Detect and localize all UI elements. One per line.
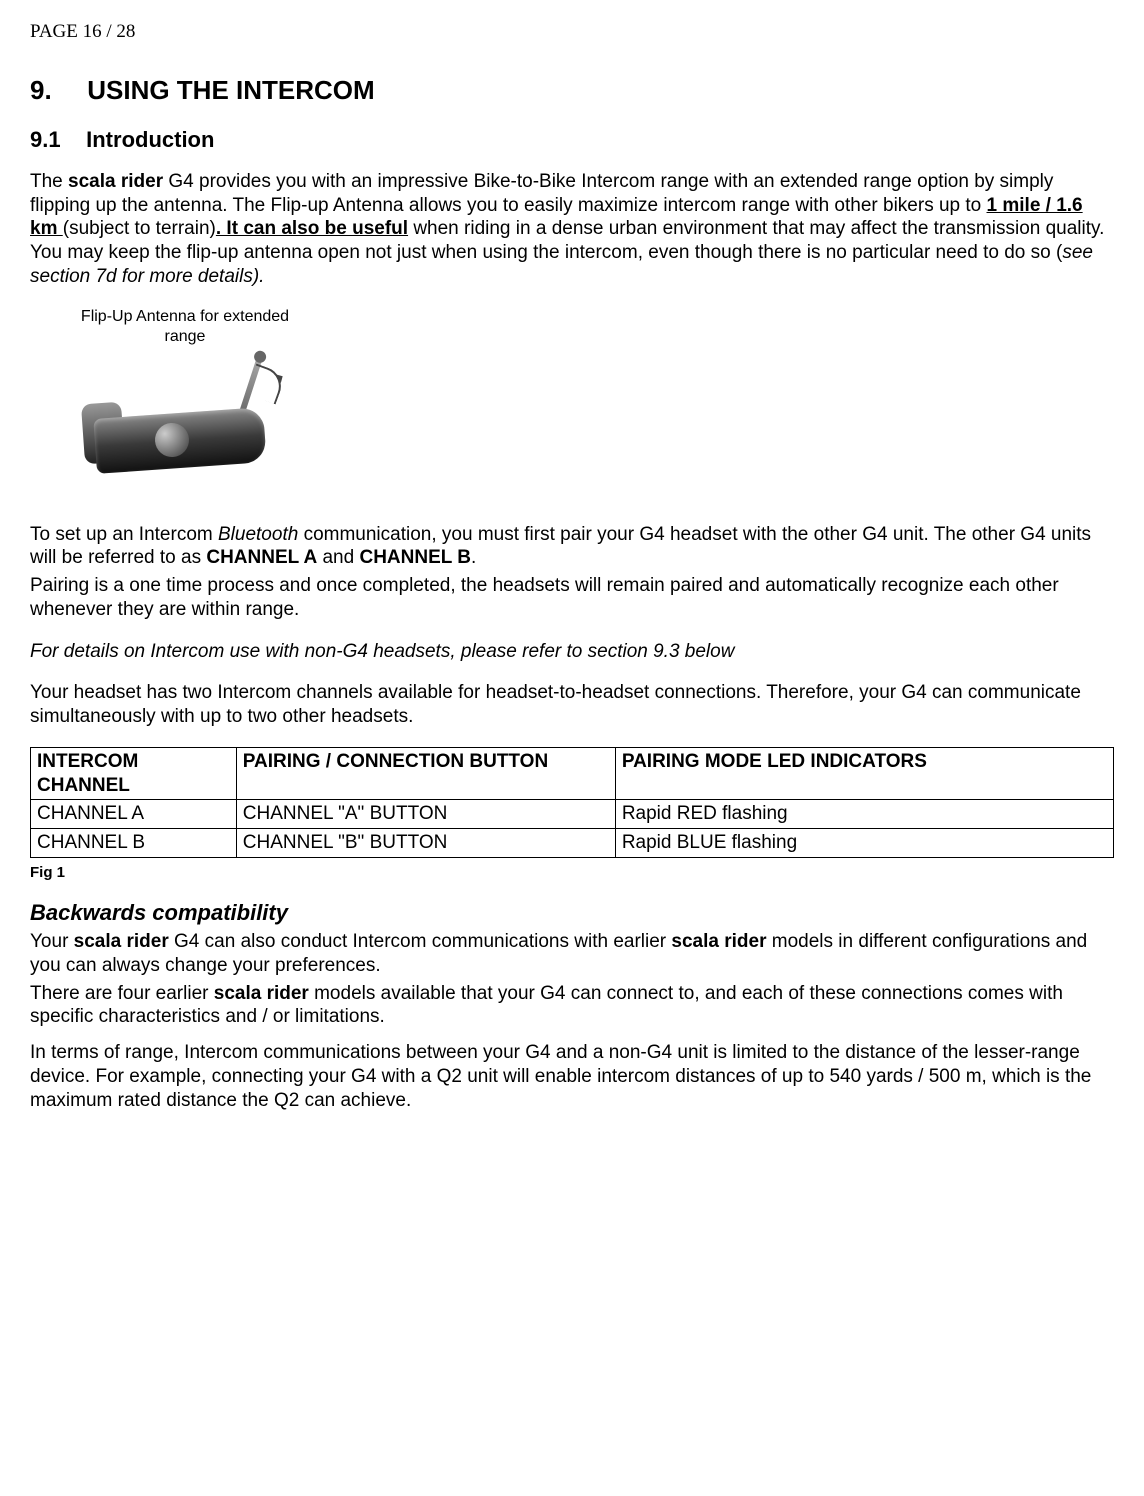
product-name: scala rider: [74, 931, 169, 952]
subsection-heading-9-1: 9.1 Introduction: [30, 126, 1114, 154]
text: Your: [30, 931, 74, 952]
col-header: INTERCOM CHANNEL: [31, 747, 237, 800]
text: There are four earlier: [30, 983, 214, 1004]
subsection-number: 9.1: [30, 126, 80, 154]
subsection-title: Introduction: [86, 127, 214, 152]
setup-paragraph-1: To set up an Intercom Bluetooth communic…: [30, 523, 1114, 571]
section-heading-9: 9. USING THE INTERCOM: [30, 74, 1114, 107]
bluetooth-term: Bluetooth: [218, 524, 298, 545]
backwards-compat-heading: Backwards compatibility: [30, 899, 1114, 927]
product-name: scala rider: [214, 983, 309, 1004]
channel-b-label: CHANNEL B: [359, 547, 471, 568]
text: and: [317, 547, 359, 568]
table-row: CHANNEL A CHANNEL "A" BUTTON Rapid RED f…: [31, 800, 1114, 829]
cell: CHANNEL A: [31, 800, 237, 829]
page-number: PAGE 16 / 28: [30, 20, 1114, 44]
compat-paragraph-3: In terms of range, Intercom communicatio…: [30, 1041, 1114, 1112]
compat-paragraph-2: There are four earlier scala rider model…: [30, 982, 1114, 1030]
antenna-figure: Flip-Up Antenna for extended range: [70, 307, 300, 493]
cell: CHANNEL "B" BUTTON: [236, 829, 615, 858]
text: .: [471, 547, 476, 568]
product-name: scala rider: [68, 171, 163, 192]
details-note: For details on Intercom use with non-G4 …: [30, 640, 1114, 664]
setup-paragraph-2: Pairing is a one time process and once c…: [30, 574, 1114, 622]
text: To set up an Intercom: [30, 524, 218, 545]
intercom-channel-table: INTERCOM CHANNEL PAIRING / CONNECTION BU…: [30, 747, 1114, 858]
text: The: [30, 171, 68, 192]
device-illustration: [75, 353, 295, 493]
useful-note: . It can also be useful: [216, 218, 408, 239]
product-name: scala rider: [671, 931, 766, 952]
col-header: PAIRING / CONNECTION BUTTON: [236, 747, 615, 800]
channels-note: Your headset has two Intercom channels a…: [30, 681, 1114, 729]
table-row: CHANNEL B CHANNEL "B" BUTTON Rapid BLUE …: [31, 829, 1114, 858]
text: G4 provides you with an impressive Bike-…: [30, 171, 1053, 216]
text: (subject to terrain): [63, 218, 216, 239]
section-number: 9.: [30, 74, 80, 107]
cell: Rapid RED flashing: [615, 800, 1113, 829]
cell: CHANNEL "A" BUTTON: [236, 800, 615, 829]
section-title: USING THE INTERCOM: [87, 75, 374, 105]
cell: Rapid BLUE flashing: [615, 829, 1113, 858]
compat-paragraph-1: Your scala rider G4 can also conduct Int…: [30, 930, 1114, 978]
cell: CHANNEL B: [31, 829, 237, 858]
figure-caption: Flip-Up Antenna for extended range: [70, 307, 300, 347]
text: G4 can also conduct Intercom communicati…: [169, 931, 672, 952]
col-header: PAIRING MODE LED INDICATORS: [615, 747, 1113, 800]
table-header-row: INTERCOM CHANNEL PAIRING / CONNECTION BU…: [31, 747, 1114, 800]
channel-a-label: CHANNEL A: [206, 547, 317, 568]
intro-paragraph: The scala rider G4 provides you with an …: [30, 170, 1114, 289]
figure-label: Fig 1: [30, 864, 1114, 883]
